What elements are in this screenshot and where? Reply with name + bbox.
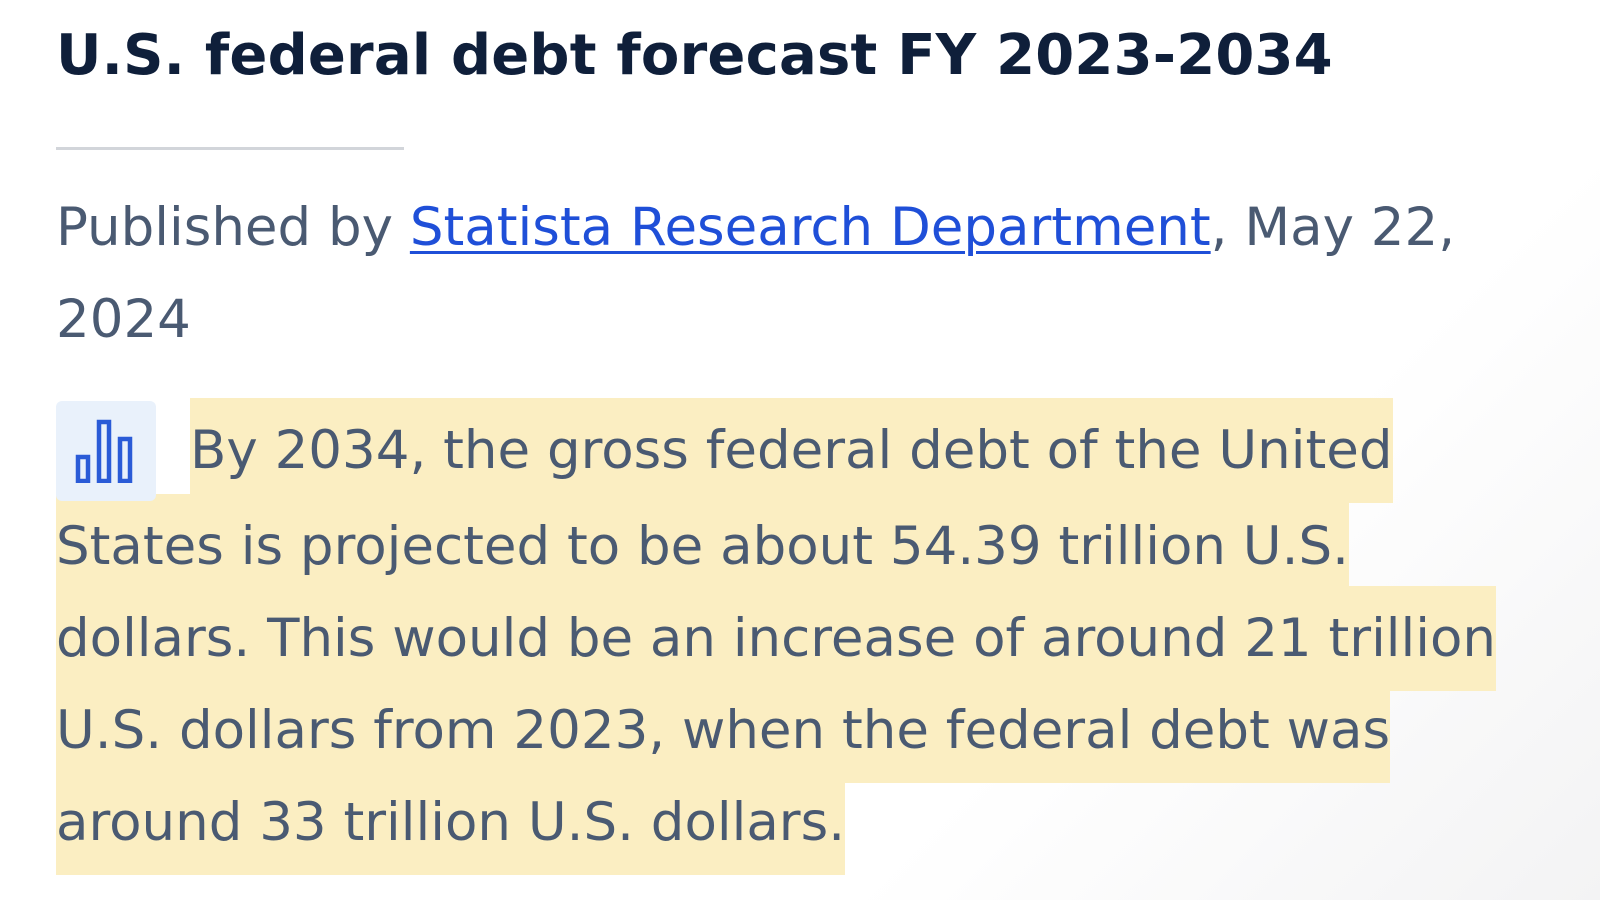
summary-paragraph: By 2034, the gross federal debt of the U… <box>56 398 1546 875</box>
byline-prefix: Published by <box>56 197 410 258</box>
author-link[interactable]: Statista Research Department <box>409 197 1211 258</box>
bar-chart-icon <box>56 401 156 501</box>
summary-text: By 2034, the gross federal debt of the U… <box>56 398 1496 875</box>
page-title: U.S. federal debt forecast FY 2023-2034 <box>56 23 1333 88</box>
title-divider <box>56 147 404 150</box>
byline: Published by Statista Research Departmen… <box>56 182 1536 366</box>
byline-date: , May 22, 2024 <box>56 197 1456 350</box>
